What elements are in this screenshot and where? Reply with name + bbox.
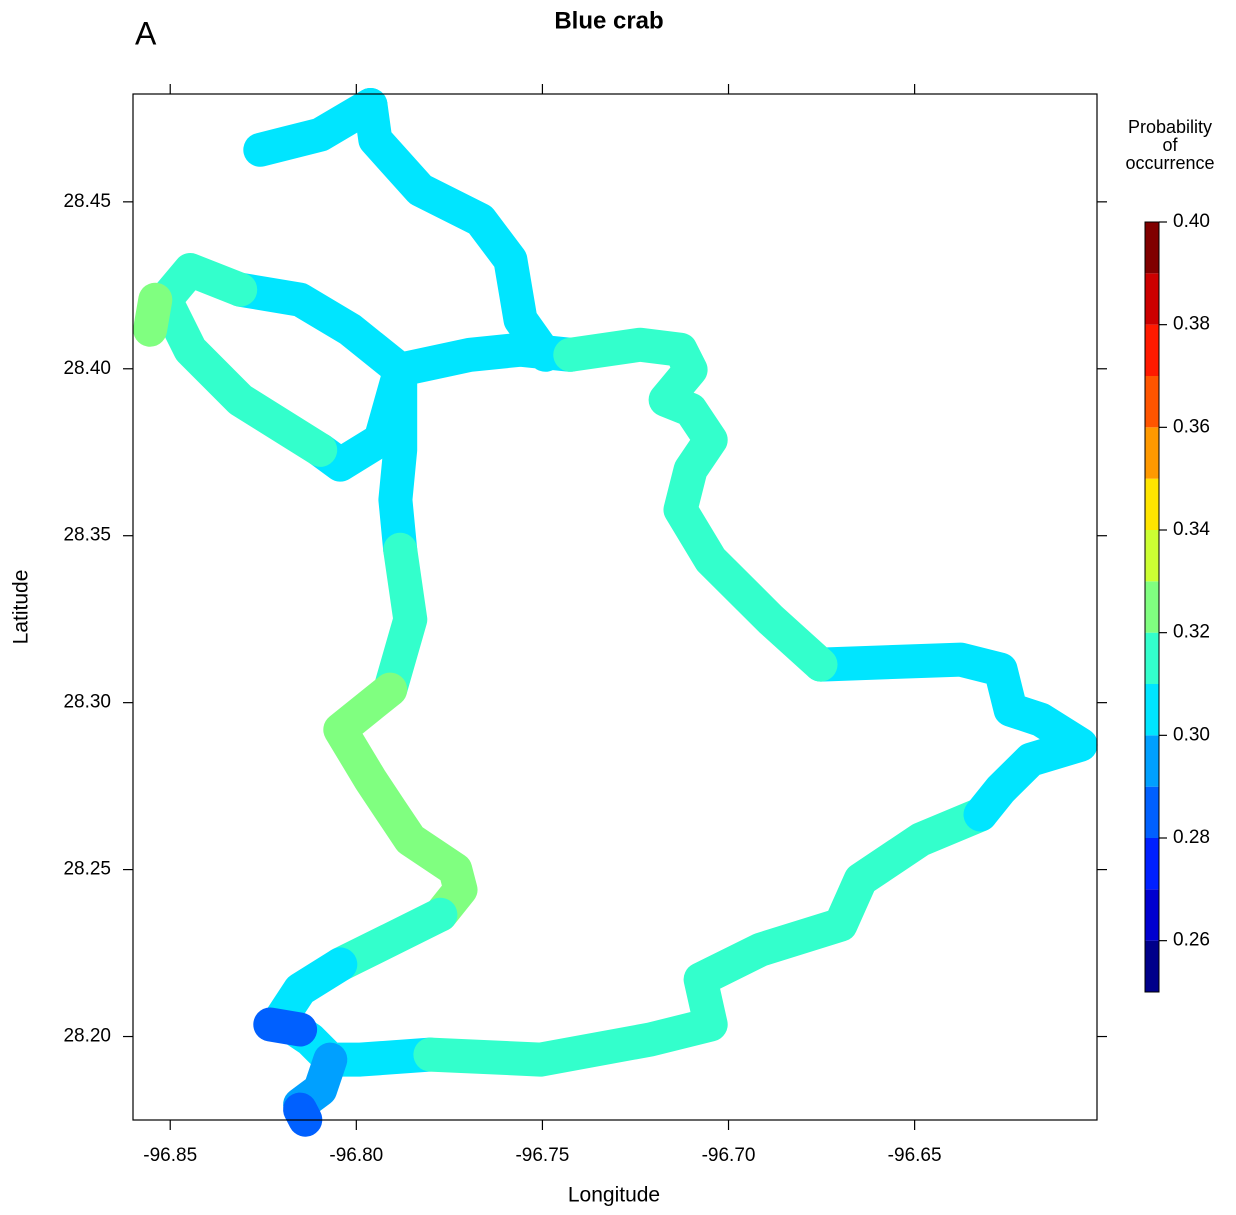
colorbar-swatch [1145,273,1159,325]
colorbar-swatch [1145,632,1159,684]
colorbar-swatch [1145,427,1159,479]
x-axis-label: Longitude [568,1184,660,1207]
colorbar-tick-label: 0.40 [1173,211,1210,232]
panel-label: A [135,15,157,51]
colorbar-tick-label: 0.32 [1173,622,1210,643]
colorbar-swatch [1145,581,1159,633]
region [253,1007,318,1047]
region [243,88,388,167]
x-tick-label: -96.85 [143,1145,197,1166]
region [553,327,838,682]
colorbar-swatch [1145,376,1159,428]
colorbar-swatch [1145,684,1159,736]
y-axis-label: Latitude [10,570,33,645]
region [373,532,428,707]
y-tick-label: 28.30 [63,692,111,713]
colorbar-tick-label: 0.34 [1173,519,1210,540]
y-tick-label: 28.45 [63,191,111,212]
colorbar-swatch [1145,530,1159,582]
region [323,672,478,932]
region [353,88,563,372]
region [133,282,173,347]
colorbar-title: of [1162,135,1178,155]
colorbar-title: Probability [1128,117,1212,137]
colorbar-swatch [1145,478,1159,530]
colorbar-swatch [1145,838,1159,890]
colorbar-swatch [1145,940,1159,992]
x-tick-label: -96.75 [515,1145,569,1166]
colorbar-swatch [1145,222,1159,274]
colorbar-tick-label: 0.38 [1173,314,1210,335]
map [133,88,1098,1137]
region [283,1092,323,1137]
colorbar-swatch [1145,786,1159,838]
colorbar-tick-label: 0.28 [1173,827,1210,848]
chart-title: Blue crab [554,7,663,34]
y-tick-label: 28.40 [63,358,111,379]
colorbar-swatch [1145,324,1159,376]
x-tick-label: -96.65 [888,1145,942,1166]
y-tick-label: 28.35 [63,525,111,546]
colorbar-tick-label: 0.26 [1173,930,1210,951]
region [413,797,998,1077]
y-tick-label: 28.20 [63,1026,111,1047]
plot-frame [132,93,1098,1121]
region [378,352,418,567]
colorbar-tick-label: 0.30 [1173,724,1210,745]
colorbar-swatch [1145,735,1159,787]
region [148,253,338,467]
colorbar-frame [1144,221,1160,993]
colorbar-swatch [1145,889,1159,941]
x-tick-label: -96.80 [329,1145,383,1166]
x-tick-label: -96.70 [702,1145,756,1166]
region [803,642,1098,832]
y-tick-label: 28.25 [63,859,111,880]
colorbar-title: occurrence [1125,153,1214,173]
region [323,897,458,982]
colorbar-tick-label: 0.36 [1173,416,1210,437]
